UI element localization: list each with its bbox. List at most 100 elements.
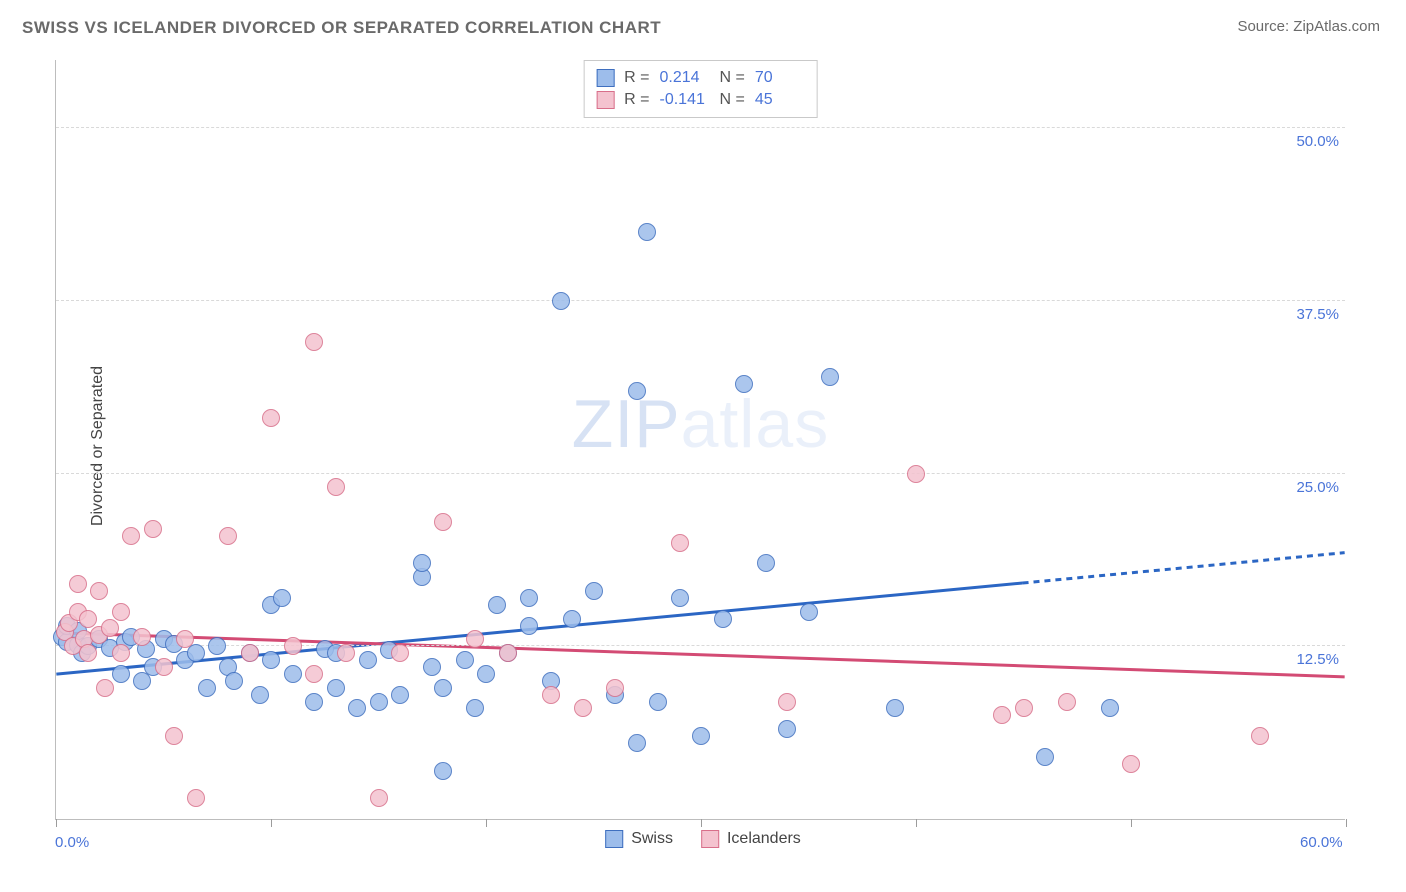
scatter-point bbox=[1101, 699, 1119, 717]
y-tick-label: 50.0% bbox=[1296, 133, 1339, 150]
stat-r-value: -0.141 bbox=[660, 91, 710, 109]
scatter-point bbox=[735, 375, 753, 393]
stat-r-label: R = bbox=[624, 69, 649, 87]
legend-label: Swiss bbox=[631, 830, 673, 848]
scatter-point bbox=[327, 478, 345, 496]
scatter-point bbox=[144, 520, 162, 538]
gridline-h bbox=[56, 127, 1345, 128]
scatter-point bbox=[69, 575, 87, 593]
chart-title: SWISS VS ICELANDER DIVORCED OR SEPARATED… bbox=[22, 18, 661, 38]
scatter-point bbox=[434, 679, 452, 697]
stat-n-value: 70 bbox=[755, 69, 805, 87]
scatter-point bbox=[79, 644, 97, 662]
scatter-point bbox=[993, 706, 1011, 724]
x-tick bbox=[56, 819, 57, 827]
scatter-point bbox=[477, 665, 495, 683]
scatter-point bbox=[96, 679, 114, 697]
scatter-point bbox=[434, 513, 452, 531]
scatter-point bbox=[225, 672, 243, 690]
scatter-point bbox=[284, 637, 302, 655]
scatter-point bbox=[800, 603, 818, 621]
legend-swatch bbox=[605, 830, 623, 848]
scatter-point bbox=[413, 554, 431, 572]
scatter-point bbox=[628, 734, 646, 752]
scatter-point bbox=[488, 596, 506, 614]
gridline-h bbox=[56, 300, 1345, 301]
source-label: Source: ZipAtlas.com bbox=[1237, 18, 1380, 35]
legend-label: Icelanders bbox=[727, 830, 801, 848]
stats-row: R =-0.141N =45 bbox=[596, 89, 805, 111]
scatter-point bbox=[79, 610, 97, 628]
scatter-point bbox=[112, 603, 130, 621]
watermark: ZIPatlas bbox=[572, 385, 829, 463]
scatter-point bbox=[574, 699, 592, 717]
stat-n-value: 45 bbox=[755, 91, 805, 109]
x-tick bbox=[916, 819, 917, 827]
y-tick-label: 25.0% bbox=[1296, 479, 1339, 496]
scatter-point bbox=[112, 665, 130, 683]
x-tick bbox=[701, 819, 702, 827]
chart-container: SWISS VS ICELANDER DIVORCED OR SEPARATED… bbox=[0, 0, 1406, 892]
scatter-point bbox=[165, 727, 183, 745]
scatter-point bbox=[886, 699, 904, 717]
scatter-point bbox=[778, 693, 796, 711]
scatter-point bbox=[155, 658, 173, 676]
plot-area: ZIPatlas R =0.214N =70R =-0.141N =45 12.… bbox=[55, 60, 1345, 820]
scatter-point bbox=[456, 651, 474, 669]
scatter-point bbox=[391, 686, 409, 704]
scatter-point bbox=[649, 693, 667, 711]
legend-swatch bbox=[596, 91, 614, 109]
x-tick bbox=[1131, 819, 1132, 827]
trend-line bbox=[56, 583, 1022, 674]
scatter-point bbox=[821, 368, 839, 386]
scatter-point bbox=[671, 589, 689, 607]
scatter-point bbox=[692, 727, 710, 745]
scatter-point bbox=[176, 630, 194, 648]
scatter-point bbox=[466, 699, 484, 717]
scatter-point bbox=[90, 582, 108, 600]
legend-swatch bbox=[596, 69, 614, 87]
scatter-point bbox=[370, 789, 388, 807]
scatter-point bbox=[251, 686, 269, 704]
scatter-point bbox=[262, 409, 280, 427]
scatter-point bbox=[423, 658, 441, 676]
bottom-legend: Swiss Icelanders bbox=[605, 830, 801, 848]
stats-row: R = 0.214 N = 70 bbox=[596, 67, 805, 89]
scatter-point bbox=[638, 223, 656, 241]
scatter-point bbox=[101, 619, 119, 637]
watermark-light: atlas bbox=[681, 386, 830, 462]
x-tick-label: 0.0% bbox=[55, 834, 89, 851]
stat-n-label: N = bbox=[720, 69, 745, 87]
scatter-point bbox=[305, 333, 323, 351]
gridline-h bbox=[56, 473, 1345, 474]
scatter-point bbox=[370, 693, 388, 711]
scatter-point bbox=[1251, 727, 1269, 745]
scatter-point bbox=[327, 679, 345, 697]
scatter-point bbox=[273, 589, 291, 607]
scatter-point bbox=[219, 527, 237, 545]
scatter-point bbox=[305, 665, 323, 683]
scatter-point bbox=[907, 465, 925, 483]
stat-n-label: N = bbox=[720, 91, 745, 109]
scatter-point bbox=[585, 582, 603, 600]
x-tick bbox=[1346, 819, 1347, 827]
scatter-point bbox=[284, 665, 302, 683]
scatter-point bbox=[757, 554, 775, 572]
scatter-point bbox=[714, 610, 732, 628]
scatter-point bbox=[606, 679, 624, 697]
scatter-point bbox=[628, 382, 646, 400]
scatter-point bbox=[337, 644, 355, 662]
scatter-point bbox=[563, 610, 581, 628]
scatter-point bbox=[112, 644, 130, 662]
scatter-point bbox=[262, 651, 280, 669]
legend-item: Icelanders bbox=[701, 830, 801, 848]
stat-r-value: 0.214 bbox=[660, 69, 710, 87]
scatter-point bbox=[122, 527, 140, 545]
legend-swatch bbox=[701, 830, 719, 848]
trend-line-dashed bbox=[1023, 553, 1345, 583]
scatter-point bbox=[671, 534, 689, 552]
scatter-point bbox=[305, 693, 323, 711]
scatter-point bbox=[348, 699, 366, 717]
scatter-point bbox=[1036, 748, 1054, 766]
scatter-point bbox=[133, 628, 151, 646]
